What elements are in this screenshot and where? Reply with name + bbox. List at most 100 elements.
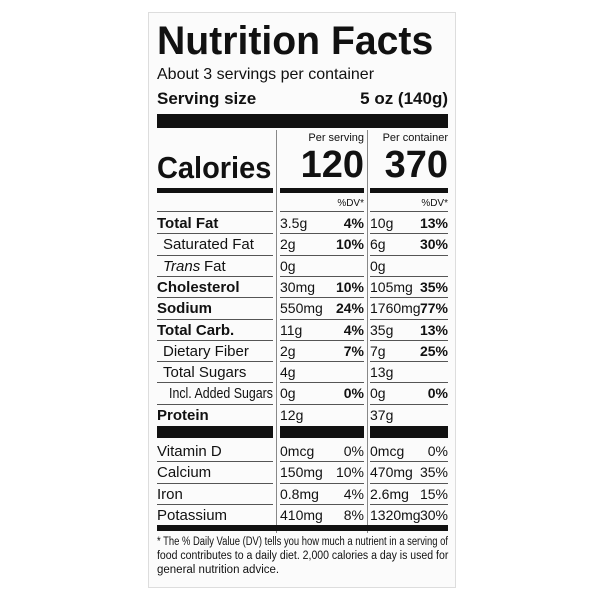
amount: 11g xyxy=(280,321,303,338)
nutrient-name: Saturated Fat xyxy=(163,236,254,254)
amount: 1760mg xyxy=(370,300,421,317)
row-rule xyxy=(157,275,273,277)
row-rule xyxy=(157,339,273,341)
daily-value: 0% xyxy=(427,443,448,459)
calories-value: 120 xyxy=(300,144,364,186)
amount: 3.5g xyxy=(280,215,308,231)
amount: 7g xyxy=(370,342,386,359)
row-rule xyxy=(157,461,273,463)
title: Nutrition Facts xyxy=(157,19,434,63)
amount: 0g xyxy=(370,257,386,274)
nutrient-name: Trans xyxy=(163,257,201,275)
row-rule xyxy=(157,318,273,320)
row-rule xyxy=(280,461,364,463)
nutrient-name: Total Sugars xyxy=(163,364,247,382)
row-rule xyxy=(280,403,364,405)
column-divider xyxy=(367,130,368,533)
nutrient-name: Dietary Fiber xyxy=(163,342,249,360)
medium-rule xyxy=(157,188,273,193)
vitamin-name: Calcium xyxy=(157,464,212,482)
daily-value: 13% xyxy=(419,321,448,338)
amount: 0g xyxy=(280,385,296,402)
nutrient-name: Sodium xyxy=(157,300,212,318)
row-rule xyxy=(370,461,448,463)
amount: 0g xyxy=(370,385,386,402)
daily-value: 13% xyxy=(419,215,448,231)
daily-value: 15% xyxy=(419,485,448,502)
row-rule xyxy=(157,382,273,384)
amount: 410mg xyxy=(280,506,323,523)
nutrient-name: Total Fat xyxy=(157,215,219,232)
column-divider xyxy=(276,130,277,533)
nutrition-label xyxy=(148,12,456,588)
row-rule xyxy=(157,403,273,405)
vitamin-name: Iron xyxy=(157,485,183,503)
column-header: Per container xyxy=(382,132,448,144)
daily-value: 30% xyxy=(419,236,448,253)
vitamin-name: Potassium xyxy=(157,506,228,524)
daily-value: 30% xyxy=(419,506,448,523)
row-rule xyxy=(280,318,364,320)
daily-value: 10% xyxy=(335,464,364,481)
row-rule xyxy=(157,297,273,299)
row-rule xyxy=(370,382,448,384)
row-rule xyxy=(280,254,364,256)
amount: 0mcg xyxy=(280,443,315,459)
row-rule xyxy=(157,361,273,363)
daily-value: 0% xyxy=(427,385,448,402)
row-rule xyxy=(280,382,364,384)
row-rule xyxy=(280,275,364,277)
nutrient-name: Cholesterol xyxy=(157,278,240,296)
thick-rule xyxy=(280,426,364,438)
amount: 2g xyxy=(280,342,296,359)
medium-rule xyxy=(370,188,448,193)
amount: 0.8mg xyxy=(280,485,319,502)
daily-value: 7% xyxy=(343,342,364,359)
daily-value: 4% xyxy=(343,485,364,502)
amount: 6g xyxy=(370,236,386,253)
row-rule xyxy=(280,482,364,484)
amount: 35g xyxy=(370,321,394,338)
amount: 0g xyxy=(280,257,296,274)
amount: 13g xyxy=(370,364,394,381)
row-rule xyxy=(370,318,448,320)
amount: 2.6mg xyxy=(370,485,409,502)
amount: 150mg xyxy=(280,464,323,481)
footnote-line: * The % Daily Value (DV) tells you how m… xyxy=(157,536,448,549)
nutrient-name: Incl. Added Sugars xyxy=(169,385,273,403)
row-rule xyxy=(370,297,448,299)
row-rule xyxy=(157,233,273,235)
serving-size-value: 5 oz (140g) xyxy=(360,89,448,108)
dv-header: %DV* xyxy=(421,198,448,209)
row-rule xyxy=(280,233,364,235)
amount: 550mg xyxy=(280,300,323,317)
amount: 30mg xyxy=(280,278,316,295)
calories-label: Calories xyxy=(157,150,272,185)
medium-rule xyxy=(157,525,448,532)
thick-rule xyxy=(157,114,448,128)
row-rule xyxy=(370,339,448,341)
amount: 10g xyxy=(370,215,394,231)
medium-rule xyxy=(280,188,364,193)
amount: 1320mg xyxy=(370,506,421,523)
row-rule xyxy=(370,275,448,277)
vitamin-name: Vitamin D xyxy=(157,443,222,460)
amount: 105mg xyxy=(370,278,413,295)
thick-rule xyxy=(370,426,448,438)
daily-value: 10% xyxy=(335,236,364,253)
daily-value: 35% xyxy=(419,464,448,481)
row-rule xyxy=(157,254,273,256)
footnote-line: food contributes to a daily diet. 2,000 … xyxy=(157,550,449,563)
amount: 12g xyxy=(280,406,304,423)
nutrient-name: Fat xyxy=(204,257,226,275)
row-rule xyxy=(370,403,448,405)
amount: 2g xyxy=(280,236,296,253)
row-rule xyxy=(280,339,364,341)
footnote-line: general nutrition advice. xyxy=(157,564,280,577)
nutrient-name: Protein xyxy=(157,406,209,424)
column-header: Per serving xyxy=(308,132,364,144)
row-rule xyxy=(280,361,364,363)
calories-value: 370 xyxy=(384,144,448,186)
row-rule xyxy=(157,503,273,505)
